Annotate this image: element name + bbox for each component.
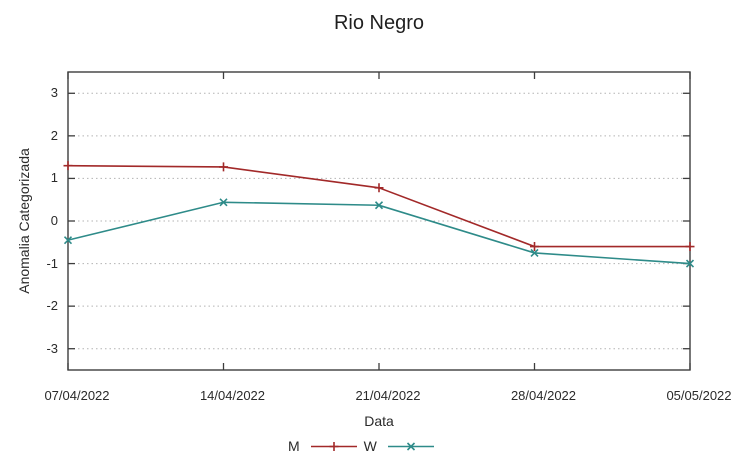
y-tick-label: 0 <box>50 213 58 228</box>
y-tick-label: 2 <box>50 127 58 143</box>
legend-key-W <box>387 442 434 451</box>
y-tick-label: -3 <box>46 340 58 356</box>
data-point-marker-W <box>219 198 228 207</box>
data-point-marker-M <box>374 183 384 193</box>
x-tick-label: 21/04/2022 <box>355 388 421 403</box>
plot-border <box>67 71 691 371</box>
data-point-marker-W <box>530 248 539 257</box>
data-point-marker-M <box>63 161 73 171</box>
data-point-marker-W <box>63 236 73 245</box>
y-tick-label: -1 <box>46 255 58 271</box>
legend-key-marker <box>406 442 415 451</box>
series-line-W <box>67 201 691 265</box>
data-point-marker-W <box>685 259 695 268</box>
data-point-marker-W <box>374 201 384 210</box>
y-tick-label: -2 <box>46 298 58 314</box>
chart-title: Rio Negro <box>333 12 425 34</box>
x-tick-label: 28/04/2022 <box>510 388 577 403</box>
data-point-marker-M <box>219 162 228 172</box>
data-point-marker-M <box>530 242 539 252</box>
x-tick-label: 07/04/2022 <box>44 388 110 403</box>
legend-key-marker <box>329 442 339 451</box>
data-point-marker-M <box>685 242 695 252</box>
x-tick-label: 14/04/2022 <box>199 388 266 403</box>
legend-label-M: M <box>288 438 300 454</box>
y-tick-label: 1 <box>50 170 58 186</box>
legend-label-W: W <box>363 438 377 454</box>
x-axis-label: Data <box>364 413 394 429</box>
y-tick-label: 3 <box>50 85 58 101</box>
x-tick-label: 05/05/2022 <box>666 388 732 403</box>
legend-key-M <box>310 442 357 451</box>
